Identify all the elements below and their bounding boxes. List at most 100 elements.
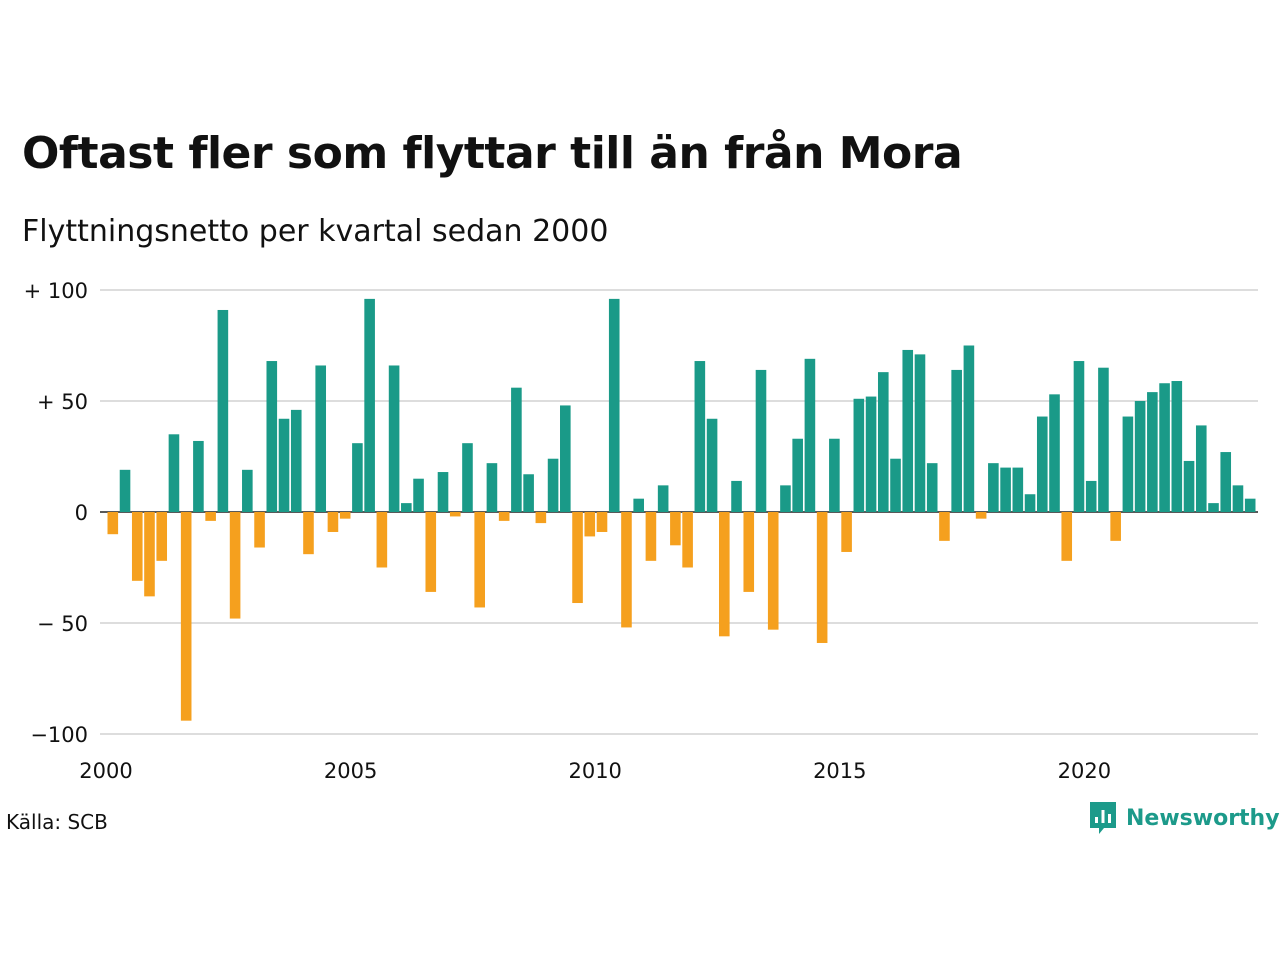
bar-2022-k4	[1220, 452, 1232, 512]
x-tick-label: 2010	[568, 759, 621, 783]
bar-2019-k4	[1073, 361, 1085, 512]
bar-2000-k2	[119, 469, 131, 512]
y-tick-label: + 50	[37, 390, 88, 414]
bar-2010-k1	[596, 512, 608, 532]
bar-2016-k1	[890, 458, 901, 512]
bar-2009-k1	[547, 458, 559, 512]
bar-2003-k3	[278, 418, 290, 512]
bar-2006-k4	[437, 472, 449, 512]
bar-2002-k1	[205, 512, 216, 521]
bar-2004-k1	[303, 512, 314, 555]
bar-2009-k4	[584, 512, 596, 537]
bar-2019-k3	[1061, 512, 1073, 561]
bar-2007-k3	[474, 512, 485, 608]
bar-2002-k3	[229, 512, 241, 619]
bar-2002-k2	[217, 309, 229, 512]
bar-2012-k3	[719, 512, 730, 637]
bar-2001-k4	[193, 440, 204, 512]
bar-2011-k1	[645, 512, 657, 561]
bar-2018-k1	[988, 463, 999, 512]
bar-2005-k4	[388, 365, 400, 512]
newsworthy-icon	[1090, 802, 1116, 834]
brand-name: Newsworthy	[1126, 805, 1280, 831]
bar-2017-k2	[951, 369, 962, 512]
bar-2015-k1	[841, 512, 852, 552]
bar-2002-k4	[242, 469, 253, 512]
bar-2012-k1	[694, 361, 706, 512]
bar-2004-k4	[339, 512, 351, 519]
brand-logo: Newsworthy	[1088, 800, 1280, 836]
source-note: Källa: SCB	[6, 810, 108, 834]
bar-2012-k4	[731, 480, 742, 512]
bar-2016-k3	[914, 354, 926, 512]
y-tick-label: −100	[30, 723, 88, 747]
bar-2017-k3	[963, 345, 975, 512]
bar-2010-k4	[633, 498, 644, 512]
bar-2015-k3	[865, 396, 877, 512]
bars	[107, 298, 1256, 721]
bar-2022-k2	[1195, 425, 1207, 512]
bar-2001-k2	[168, 434, 180, 512]
y-axis-labels: + 100 + 50 0 − 50 −100	[24, 279, 88, 747]
bar-chart: + 100 + 50 0 − 50 −100 2000 2005 2010 2015 2020	[24, 279, 1258, 783]
bar-2007-k4	[486, 463, 498, 512]
bar-2022-k3	[1208, 503, 1219, 512]
bar-2004-k3	[327, 512, 339, 532]
bar-2005-k3	[376, 512, 388, 568]
bar-2011-k3	[670, 512, 681, 546]
bar-2005-k1	[352, 443, 363, 512]
x-axis-labels: 2000 2005 2010 2015 2020	[79, 759, 1111, 783]
bar-2003-k1	[254, 512, 265, 548]
bar-2001-k1	[156, 512, 168, 561]
bar-2008-k3	[523, 474, 534, 512]
x-tick-label: 2000	[79, 759, 132, 783]
bar-2023-k2	[1244, 498, 1256, 512]
bar-2006-k2	[413, 478, 424, 512]
bar-2007-k2	[462, 443, 473, 512]
bar-2008-k2	[511, 387, 522, 512]
bar-2015-k2	[853, 398, 865, 512]
x-tick-label: 2020	[1058, 759, 1111, 783]
bar-2005-k2	[364, 298, 375, 512]
y-tick-label: − 50	[37, 612, 88, 636]
bar-2013-k3	[767, 512, 779, 630]
bar-2009-k2	[560, 405, 571, 512]
bar-2006-k1	[401, 503, 412, 512]
bar-2012-k2	[706, 418, 718, 512]
bar-2021-k3	[1159, 383, 1170, 512]
bar-2014-k1	[792, 438, 803, 512]
bar-2020-k2	[1098, 367, 1109, 512]
bar-2019-k1	[1036, 416, 1048, 512]
bar-2011-k4	[682, 512, 693, 568]
bar-2013-k1	[743, 512, 755, 592]
bar-2021-k2	[1147, 392, 1158, 512]
chart-subtitle: Flyttningsnetto per kvartal sedan 2000	[22, 214, 609, 249]
bar-2004-k2	[315, 365, 327, 512]
bar-2000-k3	[131, 512, 143, 581]
bar-2018-k2	[1000, 467, 1011, 512]
bar-2010-k3	[621, 512, 632, 628]
bar-2007-k1	[449, 512, 461, 517]
x-tick-label: 2005	[324, 759, 377, 783]
bar-2006-k3	[425, 512, 437, 592]
bar-2008-k4	[535, 512, 547, 524]
bar-2015-k4	[877, 372, 889, 512]
bar-2009-k3	[572, 512, 583, 604]
chart-title: Oftast fler som flyttar till än från Mor…	[22, 128, 963, 179]
bar-2020-k4	[1122, 416, 1134, 512]
bar-2003-k4	[290, 409, 302, 512]
bar-2000-k4	[144, 512, 155, 597]
bar-2013-k2	[755, 369, 767, 512]
bar-2013-k4	[780, 485, 791, 512]
y-tick-label: 0	[75, 501, 88, 525]
bar-2017-k4	[975, 512, 987, 519]
bar-2020-k1	[1085, 480, 1097, 512]
bar-2011-k2	[657, 485, 669, 512]
bar-2014-k3	[816, 512, 828, 643]
bar-2000-k1	[107, 512, 119, 535]
bar-2016-k4	[926, 463, 938, 512]
bar-2018-k3	[1012, 467, 1024, 512]
bar-2017-k1	[939, 512, 950, 541]
bar-2022-k1	[1183, 460, 1195, 512]
bar-2021-k4	[1171, 381, 1183, 512]
